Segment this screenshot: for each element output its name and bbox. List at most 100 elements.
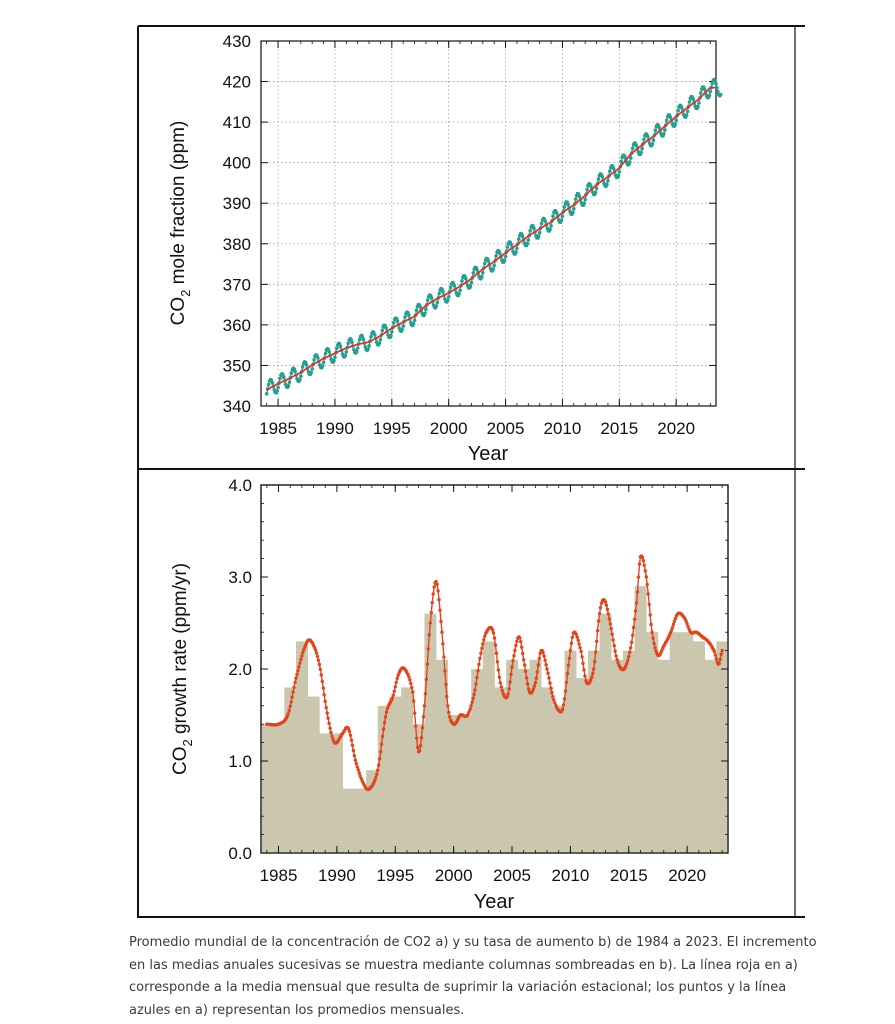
monthly-point xyxy=(389,333,393,338)
monthly-point xyxy=(471,271,476,275)
monthly-point xyxy=(517,237,521,241)
growth-point xyxy=(420,726,425,730)
monthly-point xyxy=(434,304,439,308)
growth-point xyxy=(423,692,428,696)
monthly-point xyxy=(662,132,666,136)
bar xyxy=(482,641,495,853)
monthly-point xyxy=(287,380,292,385)
growth-point xyxy=(330,734,334,738)
monthly-point xyxy=(310,367,315,371)
growth-point xyxy=(611,638,615,642)
monthly-point xyxy=(582,201,586,205)
bar xyxy=(447,715,460,853)
growth-point xyxy=(547,676,551,680)
growth-point xyxy=(596,619,601,623)
x-tick-label: 1995 xyxy=(376,866,414,885)
growth-point xyxy=(477,662,481,667)
monthly-point xyxy=(338,344,343,349)
growth-point xyxy=(443,669,447,673)
monthly-point xyxy=(600,175,605,179)
monthly-point xyxy=(289,371,294,376)
growth-point xyxy=(468,707,472,711)
co2-growth-rate-chart: 0.0 1.0 2.0 3.0 4.0 1985 1990 1995 2000 2005 2010 2… xyxy=(170,476,729,913)
monthly-point xyxy=(458,288,462,293)
y-tick-label: 2.0 xyxy=(228,660,252,679)
monthly-point xyxy=(596,177,601,181)
monthly-point xyxy=(697,101,701,105)
growth-point xyxy=(473,688,477,692)
monthly-point xyxy=(390,330,394,334)
bar xyxy=(471,669,484,853)
growth-point xyxy=(378,757,382,761)
y-tick-label: 0.0 xyxy=(228,844,252,863)
monthly-point xyxy=(293,369,297,374)
growth-point xyxy=(313,648,318,652)
growth-point xyxy=(379,750,383,754)
monthly-point xyxy=(435,300,440,305)
growth-rate-series xyxy=(265,554,724,792)
co2-concentration-chart: 340 350 360 370 380 390 400 410 420 430 1985 1990 19… xyxy=(168,32,723,465)
growth-point xyxy=(519,640,523,644)
growth-point xyxy=(328,726,332,730)
monthly-point xyxy=(585,187,589,192)
growth-point xyxy=(349,738,354,742)
figure-frame xyxy=(137,25,805,918)
growth-point xyxy=(298,661,302,665)
monthly-point xyxy=(286,384,291,388)
growth-point xyxy=(491,631,496,635)
monthly-point xyxy=(492,263,497,268)
bar xyxy=(669,632,682,853)
growth-point xyxy=(685,622,689,626)
bar xyxy=(552,705,565,853)
growth-point xyxy=(391,693,395,697)
growth-point xyxy=(329,730,333,735)
growth-point xyxy=(714,657,718,661)
growth-point xyxy=(424,677,429,682)
growth-point xyxy=(582,668,586,672)
growth-point xyxy=(481,642,485,646)
growth-point xyxy=(428,621,432,625)
monthly-point xyxy=(606,179,610,183)
monthly-point xyxy=(653,128,658,133)
monthly-point xyxy=(360,334,365,339)
growth-point xyxy=(524,676,529,680)
growth-point xyxy=(431,592,435,596)
monthly-point xyxy=(333,355,337,360)
growth-point xyxy=(515,639,519,643)
growth-point xyxy=(564,680,569,685)
monthly-point xyxy=(316,356,320,360)
monthly-point xyxy=(361,337,366,342)
monthly-point xyxy=(639,150,643,155)
y-tick-label: 360 xyxy=(223,316,251,335)
growth-point xyxy=(538,651,542,655)
growth-point xyxy=(425,662,430,666)
growth-point xyxy=(352,754,357,758)
growth-point xyxy=(645,582,649,587)
x-tick-label: 2010 xyxy=(551,866,589,885)
growth-point xyxy=(409,681,413,686)
growth-point xyxy=(631,633,635,637)
growth-point xyxy=(633,609,638,613)
growth-point xyxy=(589,678,593,682)
growth-point xyxy=(415,736,419,740)
monthly-point xyxy=(494,254,498,258)
bar xyxy=(459,715,472,853)
growth-point xyxy=(395,676,399,681)
monthly-point xyxy=(539,221,544,226)
growth-point xyxy=(323,699,327,704)
growth-point xyxy=(579,649,583,654)
growth-point xyxy=(441,642,445,646)
monthly-point xyxy=(528,228,532,233)
bar xyxy=(681,632,694,853)
growth-point xyxy=(324,705,328,710)
growth-point xyxy=(632,617,637,621)
annual-increase-bars xyxy=(261,586,729,853)
y-axis-label-b: CO2 growth rate (ppm/yr) xyxy=(170,563,195,775)
monthly-point xyxy=(400,327,405,332)
monthly-point xyxy=(674,118,678,123)
growth-point xyxy=(355,765,359,769)
bar xyxy=(412,724,425,853)
bar xyxy=(587,650,600,853)
growth-point xyxy=(320,679,324,684)
monthly-point xyxy=(673,122,677,126)
